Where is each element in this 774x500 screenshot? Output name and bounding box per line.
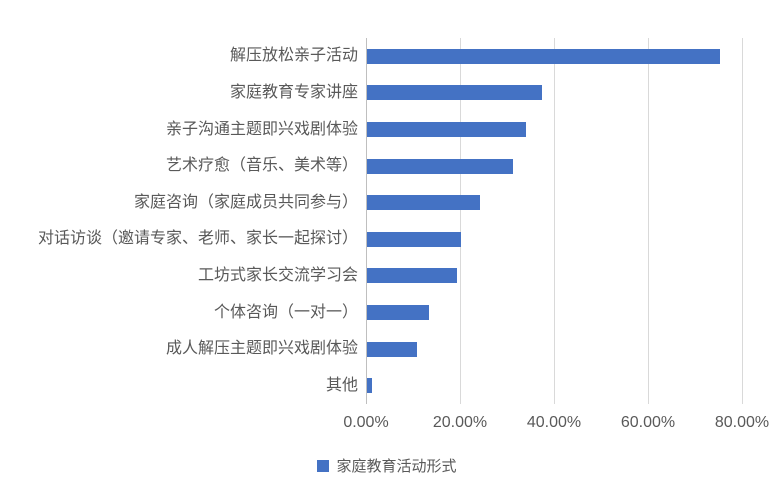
x-tick-label: 80.00% <box>714 414 770 431</box>
category-label: 解压放松亲子活动 <box>229 47 358 65</box>
bar <box>367 122 526 137</box>
bar <box>367 158 513 174</box>
category-label: 艺术疗愈（音乐、美术等） <box>165 157 358 175</box>
bar <box>367 341 418 357</box>
category-label: 对话访谈（邀请专家、老师、家长一起探讨） <box>37 230 358 248</box>
bar <box>367 195 480 211</box>
legend: 家庭教育活动形式 <box>0 455 774 476</box>
category-label: 工坊式家长交流学习会 <box>197 266 358 284</box>
x-tick-label: 60.00% <box>620 414 676 431</box>
bar <box>367 85 542 101</box>
gridline <box>742 38 743 404</box>
gridline <box>648 38 649 404</box>
x-tick-label: 20.00% <box>432 414 488 431</box>
x-tick-label: 0.00% <box>343 414 389 431</box>
gridline <box>460 38 461 404</box>
category-label: 家庭教育专家讲座 <box>229 83 358 101</box>
bar <box>367 305 430 320</box>
gridline <box>554 38 555 404</box>
legend-label: 家庭教育活动形式 <box>336 458 457 475</box>
bar <box>367 268 458 284</box>
x-tick-label: 40.00% <box>526 414 582 431</box>
legend-swatch-icon <box>317 459 330 472</box>
category-label: 其他 <box>325 376 358 394</box>
y-axis-line <box>366 38 367 404</box>
plot-area <box>366 38 774 404</box>
bar <box>367 48 720 64</box>
bar <box>367 378 373 394</box>
category-label: 家庭咨询（家庭成员共同参与） <box>133 193 358 211</box>
category-label: 亲子沟通主题即兴戏剧体验 <box>165 120 358 138</box>
category-label: 个体咨询（一对一） <box>213 303 358 321</box>
category-label: 成人解压主题即兴戏剧体验 <box>165 340 358 358</box>
bar <box>367 231 461 247</box>
